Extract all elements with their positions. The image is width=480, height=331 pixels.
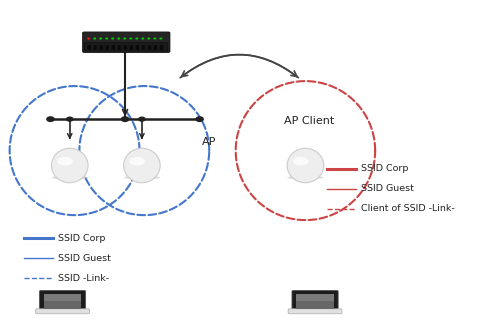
Circle shape [120,116,129,122]
FancyBboxPatch shape [44,294,81,301]
Circle shape [138,117,145,122]
FancyBboxPatch shape [105,45,109,51]
FancyBboxPatch shape [83,32,169,52]
Circle shape [123,37,126,40]
Text: AP: AP [202,137,216,147]
FancyBboxPatch shape [44,294,81,308]
Circle shape [93,37,96,40]
Ellipse shape [51,176,88,179]
Ellipse shape [292,157,308,166]
Ellipse shape [57,157,73,166]
FancyBboxPatch shape [141,45,145,51]
Text: AP Client: AP Client [283,116,333,126]
Circle shape [99,37,102,40]
FancyBboxPatch shape [39,291,85,311]
Ellipse shape [123,148,160,183]
FancyBboxPatch shape [296,294,333,301]
FancyBboxPatch shape [288,309,341,314]
FancyBboxPatch shape [36,309,89,314]
Circle shape [111,37,114,40]
Circle shape [141,37,144,40]
Text: SSID Guest: SSID Guest [360,184,413,193]
Text: Client of SSID -Link-: Client of SSID -Link- [360,204,454,213]
Circle shape [105,37,108,40]
FancyBboxPatch shape [291,291,337,311]
FancyBboxPatch shape [296,294,333,308]
FancyBboxPatch shape [129,45,133,51]
Circle shape [195,116,204,122]
FancyBboxPatch shape [147,45,151,51]
Circle shape [129,37,132,40]
Circle shape [87,37,90,40]
FancyBboxPatch shape [153,45,157,51]
Ellipse shape [129,157,145,166]
FancyBboxPatch shape [84,43,168,51]
Text: SSID -Link-: SSID -Link- [58,273,108,283]
FancyBboxPatch shape [99,45,103,51]
Circle shape [66,117,73,122]
Ellipse shape [287,148,323,183]
Circle shape [159,37,162,40]
FancyBboxPatch shape [111,45,115,51]
Ellipse shape [123,176,160,179]
FancyBboxPatch shape [87,45,91,51]
FancyBboxPatch shape [123,45,127,51]
Circle shape [153,37,156,40]
Text: SSID Guest: SSID Guest [58,254,110,263]
FancyBboxPatch shape [93,45,97,51]
FancyBboxPatch shape [117,45,121,51]
Ellipse shape [51,148,88,183]
Circle shape [135,37,138,40]
Circle shape [46,116,55,122]
Circle shape [147,37,150,40]
Text: SSID Corp: SSID Corp [360,164,407,173]
FancyBboxPatch shape [135,45,139,51]
FancyBboxPatch shape [159,45,163,51]
Ellipse shape [287,176,323,179]
Circle shape [117,37,120,40]
Text: SSID Corp: SSID Corp [58,234,105,243]
